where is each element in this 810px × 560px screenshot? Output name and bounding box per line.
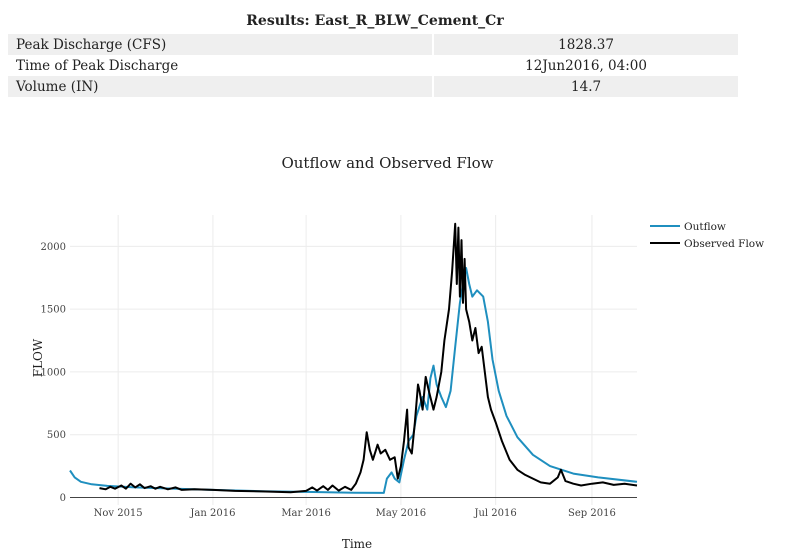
x-tick-label: Mar 2016: [281, 508, 331, 519]
chart-grid: [70, 215, 637, 505]
legend-label[interactable]: Observed Flow: [684, 238, 764, 250]
chart-legend[interactable]: Outflow Observed Flow: [650, 221, 764, 250]
y-tick-label: 2000: [41, 242, 66, 253]
y-axis-label: FLOW: [31, 338, 45, 377]
results-label: Peak Discharge (CFS): [8, 34, 434, 55]
results-row-time-of-peak: Time of Peak Discharge 12Jun2016, 04:00: [8, 55, 738, 76]
x-tick-label: May 2016: [376, 508, 426, 519]
results-row-peak-discharge: Peak Discharge (CFS) 1828.37: [8, 34, 738, 55]
x-tick-label: Sep 2016: [568, 508, 616, 519]
chart-series: [69, 222, 638, 494]
results-value: 1828.37: [432, 34, 738, 55]
x-tick-label: Jul 2016: [473, 508, 516, 519]
results-label: Volume (IN): [8, 76, 434, 97]
results-row-volume: Volume (IN) 14.7: [8, 76, 738, 97]
chart-ticks: Nov 2015 Jan 2016 Mar 2016 May 2016 Jul 2016…: [41, 242, 616, 519]
results-table: Peak Discharge (CFS) 1828.37 Time of Pea…: [8, 34, 738, 97]
y-tick-label: 0: [60, 493, 66, 504]
y-tick-label: 1000: [41, 367, 66, 378]
results-value: 14.7: [432, 76, 738, 97]
series-line-outflow: [69, 267, 638, 494]
results-title: Results: East_R_BLW_Cement_Cr: [246, 13, 504, 29]
chart-title: Outflow and Observed Flow: [281, 154, 494, 172]
series-line-observed-flow: [99, 222, 638, 494]
results-value: 12Jun2016, 04:00: [432, 55, 738, 76]
x-axis-label: Time: [342, 537, 372, 551]
x-tick-label: Nov 2015: [94, 508, 143, 519]
x-tick-label: Jan 2016: [189, 508, 235, 519]
y-tick-label: 1500: [41, 305, 66, 316]
y-tick-label: 500: [47, 430, 66, 441]
results-label: Time of Peak Discharge: [16, 57, 179, 74]
legend-label[interactable]: Outflow: [684, 221, 726, 233]
